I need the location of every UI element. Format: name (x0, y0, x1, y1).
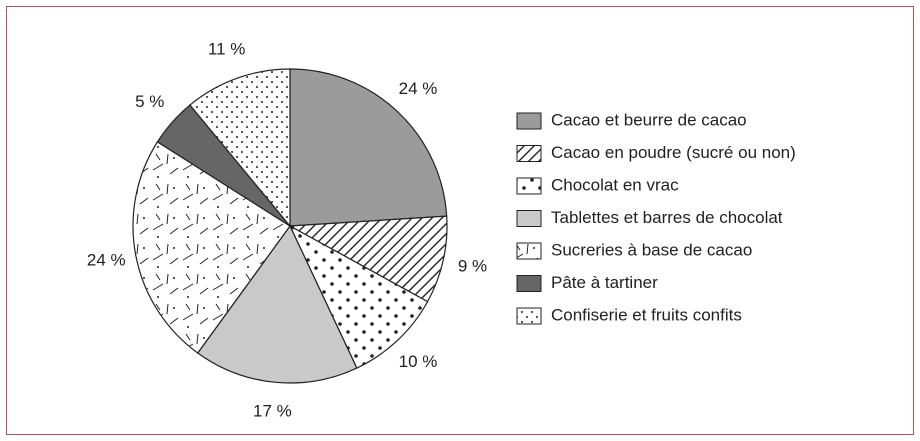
legend-swatch (516, 307, 542, 325)
pie-slice (287, 215, 448, 303)
legend-label: Pâte à tartiner (551, 273, 658, 292)
legend-label: Cacao et beurre de cacao (551, 110, 747, 129)
legend-label: Cacao en poudre (sucré ou non) (551, 143, 796, 162)
pie-slice (189, 68, 291, 228)
data-label: 10 % (399, 352, 438, 371)
legend-swatch (516, 177, 542, 195)
data-label: 9 % (458, 256, 487, 275)
data-label: 5 % (135, 92, 164, 111)
legend-label: Tablettes et barres de chocolat (551, 208, 783, 227)
data-label: 11 % (208, 40, 246, 59)
legend-swatch (516, 275, 542, 292)
data-label: 24 % (87, 251, 126, 270)
pie-slice (196, 224, 358, 384)
legend-swatch (516, 210, 542, 227)
legend-swatch (516, 242, 542, 260)
legend-label: Confiserie et fruits confits (551, 305, 742, 324)
legend-label: Chocolat en vrac (551, 175, 679, 194)
legend-label: Sucreries à base de cacao (551, 240, 752, 259)
pie-slice (288, 224, 429, 369)
data-label: 17 % (253, 402, 292, 421)
legend-swatch (516, 145, 542, 162)
legend-swatch (516, 112, 542, 130)
pie-slice (289, 68, 448, 227)
data-label: 24 % (399, 79, 438, 98)
pie-slice (132, 141, 291, 354)
